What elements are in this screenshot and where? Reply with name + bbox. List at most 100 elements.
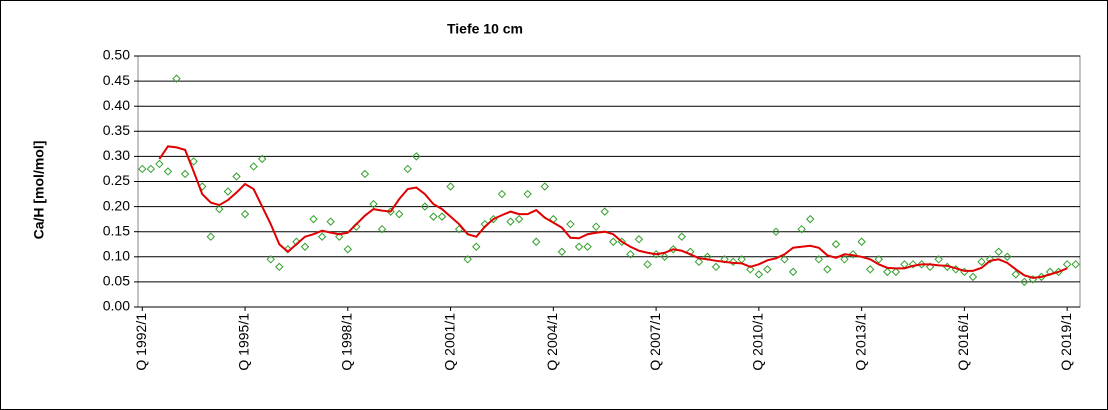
y-tick-label: 0.20	[103, 197, 130, 213]
data-point	[985, 255, 995, 264]
data-point	[609, 237, 618, 246]
data-point	[677, 232, 686, 241]
x-tick-label: Q 2007/1	[647, 313, 663, 371]
data-point	[206, 232, 215, 241]
data-point	[377, 224, 387, 234]
data-point	[523, 189, 532, 199]
data-point	[874, 255, 883, 264]
data-point	[591, 222, 601, 231]
y-tick-label: 0.05	[103, 273, 130, 289]
data-point	[497, 189, 507, 199]
data-point	[917, 260, 926, 269]
data-point	[574, 242, 584, 251]
data-point	[823, 265, 832, 274]
data-point	[180, 169, 190, 179]
data-point	[360, 169, 370, 179]
data-point	[883, 267, 892, 277]
data-point	[429, 212, 438, 221]
data-point	[506, 217, 515, 226]
data-point	[300, 242, 310, 251]
data-point	[865, 265, 875, 274]
y-tick-label: 0.35	[103, 122, 130, 138]
data-point	[138, 164, 147, 174]
data-point	[335, 232, 344, 241]
data-point	[840, 255, 849, 264]
data-point	[146, 164, 156, 174]
y-tick-label: 0.45	[103, 72, 130, 88]
x-tick-label: Q 2004/1	[544, 313, 560, 371]
y-tick-label: 0.40	[103, 97, 130, 113]
data-point	[155, 159, 164, 169]
data-point	[968, 272, 978, 282]
data-point	[780, 255, 789, 264]
data-point	[600, 207, 609, 216]
data-point	[223, 187, 233, 196]
data-point	[326, 217, 335, 226]
data-point	[557, 247, 567, 256]
data-point	[1071, 260, 1080, 269]
data-point	[763, 265, 772, 274]
data-point	[446, 182, 455, 191]
trend-line	[158, 145, 1068, 279]
data-point	[540, 182, 549, 191]
data-point	[1011, 270, 1020, 279]
data-point	[472, 242, 481, 251]
data-point	[994, 247, 1003, 256]
data-point	[643, 260, 652, 269]
data-point	[532, 237, 541, 246]
data-point	[163, 167, 173, 176]
data-point	[626, 250, 635, 259]
data-point	[814, 255, 824, 264]
data-point	[934, 255, 943, 264]
data-point	[420, 202, 430, 211]
data-point	[240, 209, 250, 219]
data-point	[771, 227, 781, 236]
data-point	[806, 214, 815, 224]
x-tick-label: Q 2001/1	[441, 313, 457, 371]
data-point	[908, 260, 918, 269]
data-point	[891, 267, 901, 277]
y-tick-label: 0.15	[103, 222, 130, 238]
data-point	[514, 214, 524, 224]
x-tick-label: Q 1995/1	[236, 313, 252, 371]
data-point	[746, 265, 755, 274]
data-point	[266, 255, 275, 264]
data-point	[232, 172, 241, 181]
data-point	[275, 262, 284, 272]
data-point	[788, 267, 798, 277]
x-tick-label: Q 2019/1	[1058, 313, 1074, 371]
x-tick-label: Q 2010/1	[750, 313, 766, 371]
data-point	[977, 257, 986, 267]
data-point	[848, 250, 858, 259]
data-point	[172, 74, 181, 83]
data-point	[754, 270, 764, 279]
data-point	[403, 164, 412, 174]
data-point	[797, 224, 806, 234]
y-tick-label: 0.25	[103, 172, 130, 188]
chart-title: Tiefe 10 cm	[447, 21, 523, 37]
data-point	[257, 154, 267, 164]
data-point	[215, 204, 224, 214]
data-point	[694, 257, 704, 267]
data-point	[437, 212, 447, 221]
x-tick-label: Q 2016/1	[955, 313, 971, 371]
data-point	[394, 209, 404, 219]
data-point	[1062, 260, 1072, 269]
data-point	[728, 257, 738, 267]
data-point	[857, 237, 866, 246]
data-point	[309, 214, 318, 224]
data-point	[1003, 252, 1012, 262]
data-point	[669, 245, 678, 254]
data-point	[566, 219, 575, 229]
data-point	[1020, 277, 1029, 287]
x-tick-label: Q 1992/1	[133, 313, 149, 371]
data-point	[189, 157, 198, 166]
data-point	[831, 240, 841, 249]
y-tick-label: 0.00	[103, 298, 130, 314]
y-tick-label: 0.50	[103, 47, 130, 63]
y-tick-label: 0.10	[103, 248, 130, 264]
data-point	[412, 152, 421, 161]
y-tick-label: 0.30	[103, 147, 130, 163]
data-point	[925, 262, 935, 272]
